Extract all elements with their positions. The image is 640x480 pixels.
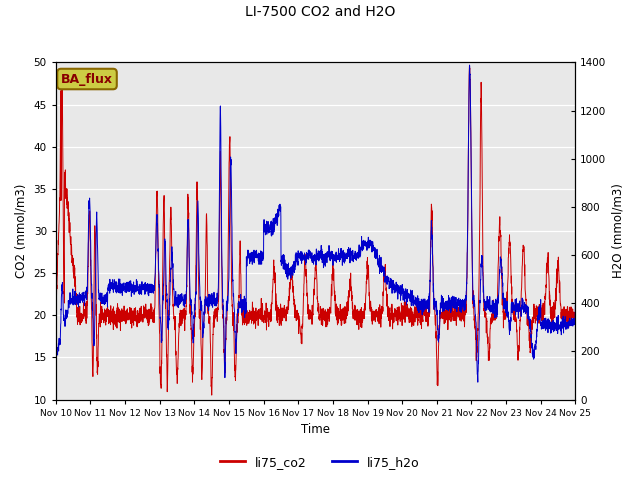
li75_co2: [252, 316, 259, 322]
li75_co2: [562, 307, 570, 313]
li75_h2o: [506, 332, 513, 337]
li75_co2: [466, 62, 474, 68]
li75_h2o: [572, 302, 579, 308]
li75_h2o: [111, 285, 119, 290]
Legend: li75_co2, li75_h2o: li75_co2, li75_h2o: [215, 451, 425, 474]
X-axis label: Time: Time: [301, 423, 330, 436]
li75_h2o: [474, 379, 482, 385]
li75_co2: [208, 392, 216, 398]
li75_h2o: [466, 62, 474, 68]
Text: LI-7500 CO2 and H2O: LI-7500 CO2 and H2O: [245, 5, 395, 19]
li75_h2o: [562, 321, 570, 326]
li75_co2: [274, 317, 282, 323]
li75_co2: [52, 308, 60, 314]
Text: BA_flux: BA_flux: [61, 72, 113, 85]
Y-axis label: CO2 (mmol/m3): CO2 (mmol/m3): [15, 184, 28, 278]
li75_co2: [142, 307, 150, 312]
li75_co2: [572, 311, 579, 316]
li75_h2o: [142, 288, 150, 294]
li75_h2o: [274, 221, 282, 227]
li75_h2o: [252, 250, 259, 256]
Line: li75_h2o: li75_h2o: [56, 65, 575, 382]
li75_co2: [111, 318, 119, 324]
li75_h2o: [52, 348, 60, 354]
Line: li75_co2: li75_co2: [56, 65, 575, 395]
Y-axis label: H2O (mmol/m3): H2O (mmol/m3): [612, 183, 625, 278]
li75_co2: [506, 232, 513, 238]
